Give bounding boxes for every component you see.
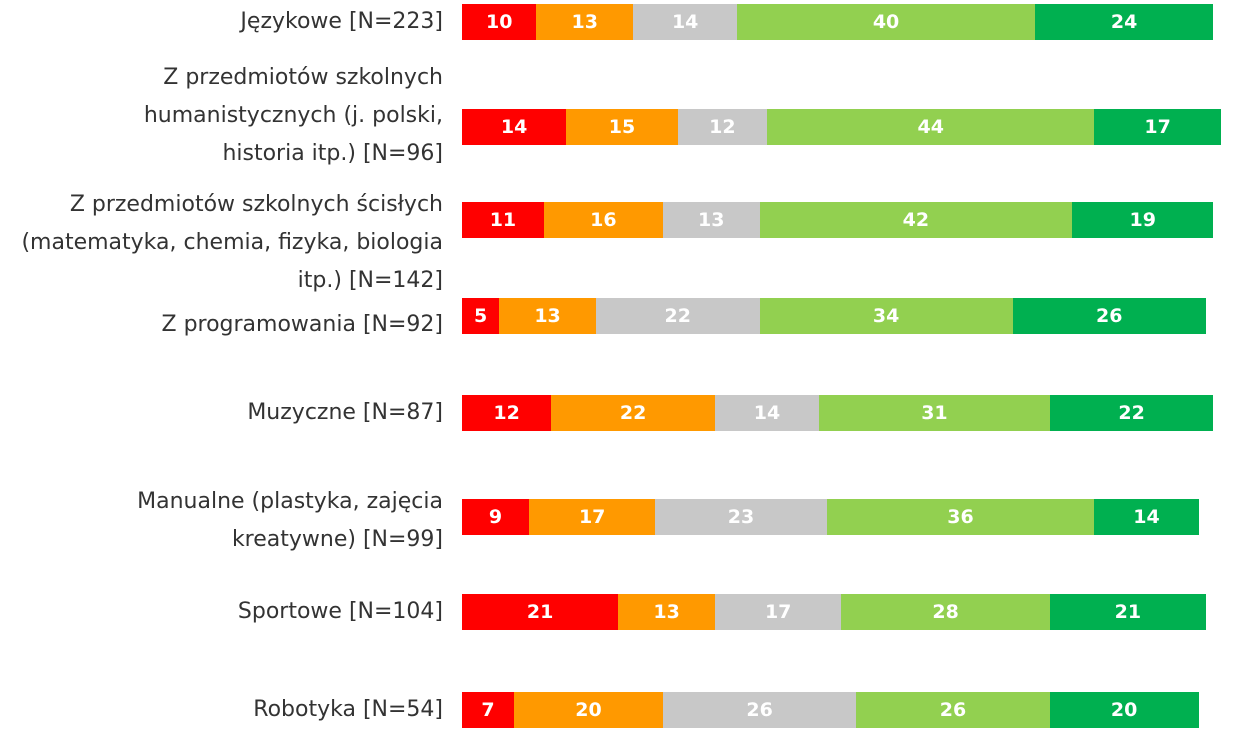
data-label: 24: [1110, 11, 1138, 33]
bar-segment: 40: [737, 4, 1035, 40]
bar-segment: 21: [1049, 594, 1206, 630]
category-label: Robotyka [N=54]: [253, 697, 443, 722]
data-label: 17: [1144, 116, 1171, 138]
data-label: 26: [746, 699, 773, 721]
data-label: 13: [571, 11, 598, 33]
data-label: 44: [917, 116, 944, 138]
data-label: 20: [1110, 699, 1138, 721]
data-label: 19: [1129, 209, 1156, 231]
data-label: 14: [753, 402, 781, 424]
data-label: 11: [489, 209, 517, 231]
data-label: 12: [709, 116, 736, 138]
bar-segment: 19: [1072, 202, 1214, 238]
data-label: 5: [473, 305, 488, 327]
bar-segment: 12: [677, 109, 768, 145]
data-label: 22: [664, 305, 691, 327]
bar-segment: 14: [633, 4, 738, 40]
bar-segment: 13: [618, 594, 715, 630]
bar-segment: 26: [662, 692, 857, 728]
data-label: 14: [1133, 506, 1160, 528]
data-label: 21: [526, 601, 554, 623]
data-label: 14: [500, 116, 528, 138]
data-label: 12: [493, 402, 520, 424]
data-label: 28: [932, 601, 959, 623]
data-label: 17: [578, 506, 606, 528]
bar-segment: 44: [767, 109, 1095, 145]
data-label: 15: [608, 116, 636, 138]
bar-segment: 15: [566, 109, 678, 145]
category-label: Muzyczne [N=87]: [247, 400, 443, 425]
bar-segment: 36: [826, 499, 1095, 535]
bar-segment: 28: [841, 594, 1050, 630]
data-label: 31: [921, 402, 948, 424]
bar-segment: 17: [1094, 109, 1221, 145]
bar-segment: 14: [462, 109, 567, 145]
data-label: 17: [764, 601, 792, 623]
bar-segment: 22: [551, 395, 715, 431]
bar-segment: 42: [759, 202, 1073, 238]
category-label: Sportowe [N=104]: [237, 599, 443, 624]
data-label: 34: [872, 305, 900, 327]
bar-segment: 22: [1049, 395, 1214, 431]
bar-segment: 14: [714, 395, 820, 431]
bar-segment: 22: [595, 298, 760, 334]
bar-segment: 11: [462, 202, 544, 238]
bar-segment: 34: [759, 298, 1013, 334]
category-label: Z przedmiotów szkolnych ścisłych (matema…: [21, 192, 443, 293]
data-label: 22: [1118, 402, 1145, 424]
data-label: 22: [619, 402, 647, 424]
bar-segment: 7: [462, 692, 515, 728]
bar-segment: 10: [462, 4, 537, 40]
bar-segment: 26: [856, 692, 1050, 728]
data-label: 16: [590, 209, 617, 231]
bar-segment: 12: [462, 395, 552, 431]
category-label: Językowe [N=223]: [240, 9, 443, 34]
bar-segment: 13: [536, 4, 634, 40]
bar-segment: 20: [1049, 692, 1199, 728]
data-label: 9: [488, 506, 503, 528]
data-label: 13: [698, 209, 725, 231]
bar-segment: 13: [499, 298, 596, 334]
data-label: 36: [947, 506, 974, 528]
data-label: 20: [575, 699, 602, 721]
bar-segment: 31: [819, 395, 1050, 431]
data-label: 21: [1114, 601, 1142, 623]
bar-segment: 21: [462, 594, 619, 630]
data-label: 42: [902, 209, 930, 231]
bar-segment: 14: [1094, 499, 1199, 535]
bar-segment: 17: [714, 594, 842, 630]
category-label: Z programowania [N=92]: [161, 312, 444, 337]
bar-segment: 13: [662, 202, 760, 238]
data-label: 40: [872, 11, 900, 33]
bar-segment: 23: [655, 499, 827, 535]
data-label: 23: [727, 506, 755, 528]
bar-segment: 9: [462, 499, 529, 535]
bar-segment: 20: [514, 692, 663, 728]
data-label: 26: [1096, 305, 1123, 327]
data-label: 7: [481, 699, 495, 721]
category-label: Z przedmiotów szkolnych humanistycznych …: [143, 65, 443, 166]
bar-segment: 17: [528, 499, 656, 535]
bar-segment: 16: [543, 202, 663, 238]
category-label: Manualne (plastyka, zajęcia kreatywne) […: [137, 489, 443, 552]
data-label: 26: [939, 699, 967, 721]
data-label: 14: [671, 11, 699, 33]
bar-segment: 24: [1034, 4, 1214, 40]
data-label: 13: [534, 305, 561, 327]
data-label: 13: [653, 601, 680, 623]
data-label: 10: [485, 11, 513, 33]
bar-segment: 26: [1012, 298, 1206, 334]
bar-segment: 5: [462, 298, 500, 334]
